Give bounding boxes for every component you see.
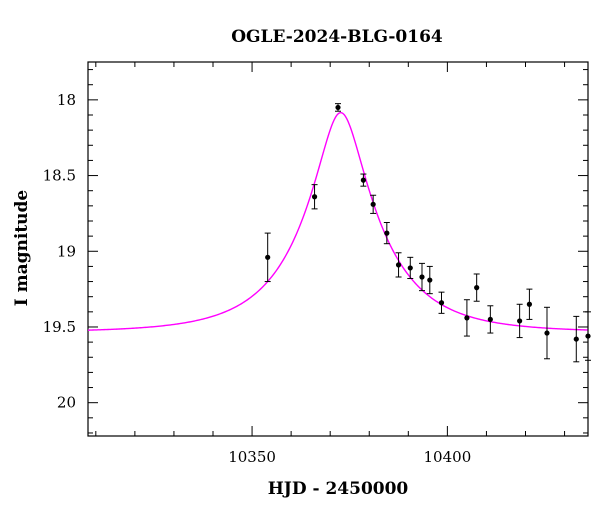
data-point-marker [335, 104, 341, 111]
y-axis-label: I magnitude [12, 190, 32, 307]
data-point [473, 273, 480, 302]
data-point-marker [585, 333, 591, 339]
data-point-marker [360, 177, 366, 183]
model-curve [88, 111, 588, 331]
axis-ticks [88, 62, 588, 436]
data-point-marker [419, 274, 425, 280]
data-point-marker [526, 301, 533, 307]
y-tick-label: 20 [57, 394, 76, 412]
data-point-marker [474, 285, 480, 291]
data-point-marker [438, 300, 445, 306]
data-point-marker [265, 254, 271, 260]
data-point [463, 299, 470, 337]
data-point-marker [395, 262, 402, 268]
data-point-marker [544, 330, 550, 336]
data-point-marker [517, 318, 523, 324]
data-point [438, 291, 445, 314]
data-point-marker [464, 315, 470, 321]
data-point [585, 311, 591, 361]
data-point [383, 222, 390, 245]
data-point-marker [487, 316, 493, 323]
data-point [407, 256, 414, 280]
y-tick-label: 18.5 [43, 167, 76, 185]
data-point-marker [311, 194, 318, 200]
data-point [264, 232, 271, 283]
data-point [543, 306, 550, 360]
tick-labels: 10350 10400 18 18.5 19 19.5 20 [43, 91, 472, 466]
data-point [426, 265, 433, 295]
data-point [395, 252, 402, 278]
y-tick-label: 18 [57, 91, 76, 109]
x-axis-label: HJD - 2450000 [268, 479, 409, 499]
x-tick-label: 10350 [228, 448, 276, 466]
x-tick-label: 10400 [424, 448, 472, 466]
plot-border [87, 61, 589, 437]
data-point [418, 262, 425, 292]
plot-frame [87, 61, 589, 437]
y-tick-label: 19.5 [43, 318, 76, 336]
data-points-group [264, 103, 591, 363]
data-point-marker [384, 230, 390, 236]
data-point-marker [427, 277, 433, 283]
data-point [360, 173, 367, 187]
data-point [516, 303, 523, 339]
data-point [487, 305, 494, 334]
data-point [573, 315, 580, 363]
data-point-marker [407, 265, 413, 271]
model-curve-group [88, 111, 588, 331]
data-point [370, 194, 377, 214]
chart-title: OGLE-2024-BLG-0164 [231, 27, 443, 47]
data-point [526, 288, 533, 320]
y-tick-label: 19 [57, 242, 76, 260]
data-point [335, 103, 341, 112]
data-point-marker [573, 336, 579, 342]
data-point [311, 184, 318, 210]
data-point-marker [370, 201, 376, 207]
